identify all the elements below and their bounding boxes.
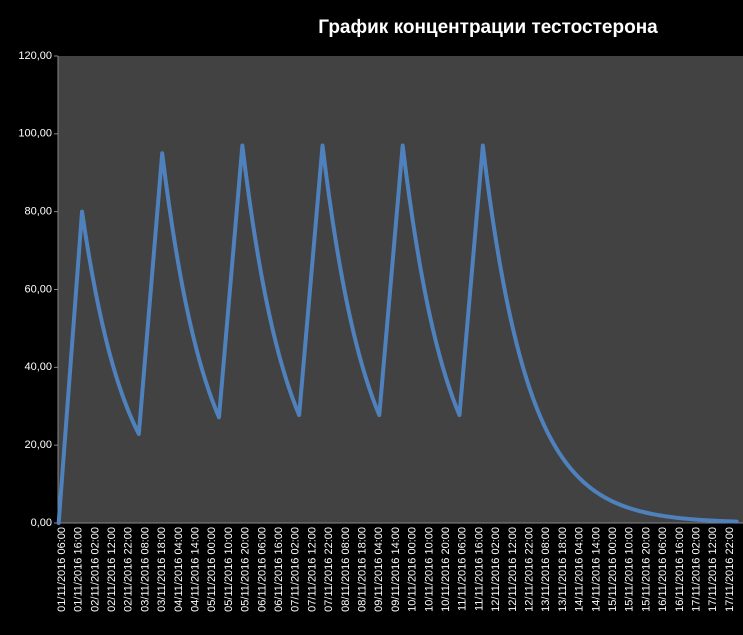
x-tick-label: 03/11/2016 08:00 [139,527,151,612]
x-tick-label: 07/11/2016 12:00 [306,527,318,612]
x-tick-label: 05/11/2016 10:00 [223,527,235,612]
x-tick-label: 08/11/2016 18:00 [357,527,369,612]
x-tick-label: 15/11/2016 20:00 [640,527,652,612]
x-tick-label: 10/11/2016 20:00 [440,527,452,612]
x-tick-label: 08/11/2016 08:00 [340,527,352,612]
x-tick-label: 11/11/2016 06:00 [457,527,469,611]
x-tick-label: 04/11/2016 14:00 [190,527,202,612]
x-tick-label: 05/11/2016 00:00 [206,527,218,612]
plot-area [58,56,743,523]
x-tick-label: 12/11/2016 02:00 [490,527,502,612]
x-tick-label: 15/11/2016 10:00 [624,527,636,612]
x-tick-label: 13/11/2016 18:00 [557,527,569,612]
x-tick-label: 16/11/2016 06:00 [657,527,669,612]
x-tick-label: 15/11/2016 00:00 [607,527,619,612]
y-tick-label: 20,00 [24,439,52,451]
x-tick-label: 05/11/2016 20:00 [240,527,252,612]
y-tick-label: 0,00 [31,517,52,529]
x-tick-label: 04/11/2016 04:00 [173,527,185,612]
x-tick-label: 06/11/2016 06:00 [256,527,268,612]
x-tick-label: 07/11/2016 22:00 [323,527,335,612]
y-tick-label: 120,00 [18,50,52,62]
x-tick-label: 10/11/2016 00:00 [407,527,419,612]
x-tick-label: 12/11/2016 22:00 [524,527,536,612]
x-tick-label: 06/11/2016 16:00 [273,527,285,612]
y-tick-label: 80,00 [24,206,52,218]
x-tick-label: 09/11/2016 14:00 [390,527,402,612]
x-tick-label: 01/11/2016 16:00 [73,527,85,612]
y-tick-label: 40,00 [24,361,52,373]
x-tick-label: 02/11/2016 22:00 [123,527,135,612]
x-tick-label: 07/11/2016 02:00 [290,527,302,612]
x-tick-label: 17/11/2016 22:00 [724,527,736,612]
x-tick-label: 17/11/2016 02:00 [691,527,703,612]
x-tick-label: 01/11/2016 06:00 [56,527,68,612]
x-tick-label: 16/11/2016 16:00 [674,527,686,612]
x-tick-label: 17/11/2016 12:00 [707,527,719,612]
line-series [56,143,739,525]
x-tick-label: 02/11/2016 12:00 [106,527,118,612]
y-tick-label: 100,00 [18,128,52,140]
y-tick-label: 60,00 [24,283,52,295]
chart-title: График концентрации тестостерона [318,17,658,38]
x-tick-label: 14/11/2016 14:00 [590,527,602,612]
x-tick-label: 10/11/2016 10:00 [423,527,435,612]
x-tick-label: 12/11/2016 12:00 [507,527,519,612]
x-tick-label: 11/11/2016 16:00 [473,527,485,611]
x-tick-label: 09/11/2016 04:00 [373,527,385,612]
x-tick-label: 13/11/2016 08:00 [540,527,552,612]
x-tick-label: 14/11/2016 04:00 [574,527,586,612]
x-tick-label: 03/11/2016 18:00 [156,527,168,612]
x-tick-label: 02/11/2016 02:00 [89,527,101,612]
